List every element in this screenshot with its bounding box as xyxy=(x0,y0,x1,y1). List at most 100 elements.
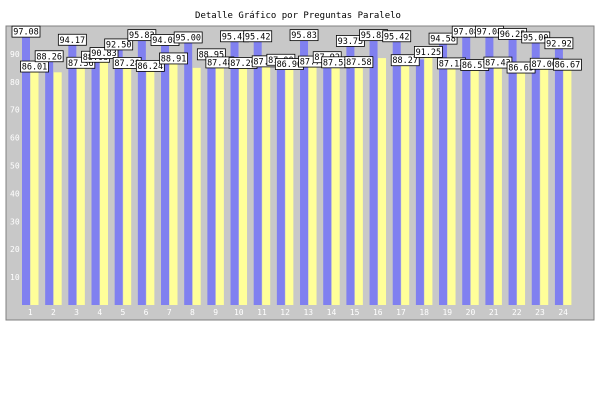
bar-s2-9 xyxy=(215,60,224,305)
data-label: 95.00 xyxy=(523,33,549,43)
data-label-box xyxy=(428,32,458,45)
data-label: 87.13 xyxy=(439,59,465,69)
data-label-box xyxy=(173,31,203,44)
x-tick-label: 6 xyxy=(144,308,149,317)
data-label: 95.83 xyxy=(361,31,387,41)
data-label: 87.86 xyxy=(253,57,279,67)
bar-s2-7 xyxy=(169,56,178,305)
data-label: 87.79 xyxy=(300,58,326,68)
bar-s1-12 xyxy=(276,62,285,305)
data-label-box xyxy=(344,56,374,69)
bar-s2-16 xyxy=(378,58,387,306)
x-tick-label: 23 xyxy=(535,308,545,317)
bar-s1-9 xyxy=(207,56,216,305)
data-label: 86.01 xyxy=(22,63,48,73)
bar-s1-5 xyxy=(114,46,123,306)
data-label: 93.75 xyxy=(338,37,364,47)
bar-s2-22 xyxy=(517,66,526,305)
bar-s2-13 xyxy=(308,60,317,305)
bar-s2-4 xyxy=(100,51,109,305)
data-label: 86.90 xyxy=(277,60,303,70)
data-label: 87.00 xyxy=(531,60,557,70)
x-tick-label: 11 xyxy=(257,308,267,317)
data-label: 95.00 xyxy=(175,33,201,43)
data-label: 90.83 xyxy=(91,49,117,59)
bar-s1-17 xyxy=(392,38,401,305)
x-tick-label: 2 xyxy=(51,308,56,317)
bar-s2-5 xyxy=(123,61,132,305)
bar-s1-15 xyxy=(346,43,355,305)
bar-s2-14 xyxy=(331,60,340,305)
bar-s1-2 xyxy=(45,58,54,305)
data-label-box xyxy=(243,30,273,43)
data-label: 88.27 xyxy=(392,56,418,66)
bar-s2-17 xyxy=(401,58,410,305)
y-tick-label: 70 xyxy=(10,106,20,115)
data-label-box xyxy=(135,59,165,72)
data-label: 92.50 xyxy=(106,40,132,50)
bar-s2-6 xyxy=(146,64,155,305)
data-label: 97.08 xyxy=(453,28,479,38)
data-label: 96.25 xyxy=(500,30,526,40)
bar-s2-19 xyxy=(447,61,456,305)
data-label-box xyxy=(57,33,87,46)
data-label: 95.83 xyxy=(291,31,317,41)
bar-s1-20 xyxy=(462,34,471,306)
data-label: 94.17 xyxy=(60,36,86,46)
x-tick-label: 22 xyxy=(512,308,522,317)
y-tick-label: 20 xyxy=(10,245,20,254)
bar-s2-11 xyxy=(262,59,271,305)
data-label: 92.92 xyxy=(546,39,572,49)
data-label: 97.08 xyxy=(13,28,39,38)
x-tick-label: 16 xyxy=(373,308,383,317)
bar-s1-16 xyxy=(369,37,378,305)
data-label-box xyxy=(104,38,134,51)
x-tick-label: 18 xyxy=(419,308,429,317)
data-label: 88.26 xyxy=(36,52,62,62)
bar-s1-13 xyxy=(300,37,309,305)
data-label-box xyxy=(553,58,582,71)
data-label-box xyxy=(382,30,412,43)
data-label: 95.42 xyxy=(222,32,248,42)
bar-s1-3 xyxy=(68,42,77,306)
x-tick-label: 14 xyxy=(327,308,337,317)
bar-s1-14 xyxy=(323,59,332,305)
bar-s1-1 xyxy=(22,34,30,306)
bar-s1-8 xyxy=(184,39,193,305)
data-label: 88.91 xyxy=(161,54,187,64)
data-label: 87.29 xyxy=(230,59,256,69)
data-label: 86.24 xyxy=(138,62,164,72)
data-label-box xyxy=(66,56,96,69)
data-label: 88.95 xyxy=(199,50,225,60)
data-label: 87.48 xyxy=(207,58,233,68)
data-label: 95.42 xyxy=(384,32,410,42)
data-labels: 97.0886.0188.2694.1787.3688.0890.8392.50… xyxy=(11,25,582,74)
bars-group xyxy=(22,34,572,306)
data-label: 86.57 xyxy=(462,61,488,71)
x-tick-label: 4 xyxy=(97,308,102,317)
bar-s2-3 xyxy=(76,61,85,306)
bar-s2-20 xyxy=(470,63,479,306)
data-label: 94.58 xyxy=(430,35,456,45)
bar-s2-15 xyxy=(354,60,363,306)
chart-title: Detalle Gráfico por Preguntas Paralelo xyxy=(195,11,401,21)
data-label-box xyxy=(34,50,64,63)
x-tick-label: 24 xyxy=(558,308,568,317)
data-label-box xyxy=(11,25,41,38)
data-label-box xyxy=(289,29,319,42)
bar-s1-10 xyxy=(230,38,239,305)
data-label: 87.28 xyxy=(114,59,140,69)
data-label: 87.58 xyxy=(346,58,372,68)
data-label: 94.08 xyxy=(152,36,178,46)
x-tick-label: 5 xyxy=(121,308,126,317)
bar-s2-24 xyxy=(563,63,572,305)
x-ticks: 1 2 3 4 5 6 7 8 9 10 11 12 13 14 15 16 17 18 19 20 21 22 23 24 xyxy=(28,308,568,317)
bar-s1-19 xyxy=(439,41,448,306)
bar-s2-12 xyxy=(285,62,294,306)
bar-s2-18 xyxy=(424,50,433,305)
data-label: 86.67 xyxy=(555,61,581,71)
data-label-box xyxy=(89,47,119,59)
bar-s1-24 xyxy=(554,45,563,305)
data-label-box xyxy=(544,37,574,50)
bar-s1-21 xyxy=(485,34,494,306)
